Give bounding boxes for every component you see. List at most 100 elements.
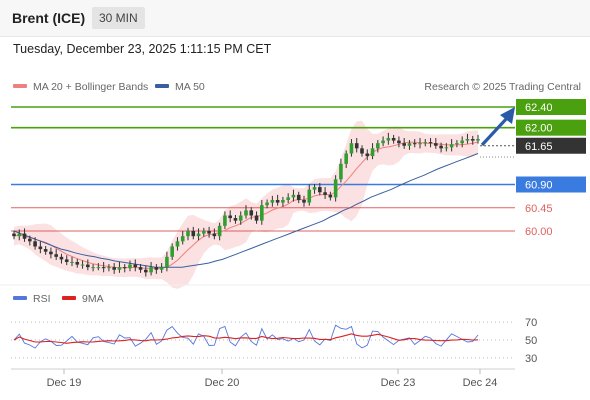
candle-body — [407, 143, 412, 146]
candle-body — [117, 267, 122, 270]
ma50-legend-swatch — [155, 84, 169, 88]
candle-body — [17, 233, 22, 237]
candle-body — [381, 140, 385, 144]
candle-body — [307, 189, 312, 203]
candle-body — [286, 197, 290, 200]
candle-body — [323, 192, 327, 195]
bollinger-band-area — [14, 120, 478, 289]
candle-body — [138, 267, 143, 270]
candle-body — [33, 241, 37, 247]
candle-body — [249, 210, 254, 216]
candle-body — [154, 267, 159, 270]
candle-body — [49, 251, 53, 255]
ma20-legend-label: MA 20 + Bollinger Bands — [33, 81, 148, 93]
arrow-head — [500, 107, 515, 124]
candle-body — [418, 143, 422, 145]
candle-body — [59, 256, 64, 260]
x-tick-label: Dec 20 — [205, 377, 240, 389]
candle-body — [54, 254, 58, 257]
candle-body — [175, 241, 180, 247]
candle-body — [170, 246, 174, 257]
candle-body — [312, 187, 317, 190]
candle-body — [133, 264, 138, 268]
candle-body — [344, 153, 348, 164]
candle-body — [80, 264, 85, 266]
candle-body — [328, 194, 333, 198]
level-label-target: 62.00 — [525, 123, 553, 135]
level-label-bg — [516, 99, 586, 115]
candle-body — [302, 200, 306, 203]
target-arrow — [480, 107, 515, 147]
candle-body — [476, 139, 480, 141]
candle-body — [412, 143, 417, 145]
rsi-ma-legend-label: 9MA — [82, 293, 104, 305]
ma20-legend-swatch — [13, 84, 27, 88]
candle-body — [428, 142, 433, 144]
candle-body — [238, 215, 243, 221]
candle-body — [449, 144, 454, 148]
candle-body — [64, 259, 69, 262]
candle-body — [149, 267, 153, 273]
ma50-legend-label: MA 50 — [175, 81, 205, 93]
candle-body — [75, 262, 80, 265]
rsi-tick-label: 50 — [525, 335, 537, 347]
candle-body — [360, 148, 364, 154]
level-label-last: 61.65 — [525, 141, 553, 153]
candle-body — [43, 249, 48, 252]
timeframe-button[interactable]: 30 MIN — [92, 7, 145, 29]
candle-body — [391, 138, 396, 141]
candle-body — [270, 200, 275, 203]
candle-body — [233, 218, 238, 221]
ma20-line — [13, 141, 479, 269]
rsi-tick-label: 30 — [525, 353, 537, 365]
candle-body — [386, 138, 391, 141]
candle-body — [339, 163, 343, 180]
ma50-line-group — [13, 153, 479, 268]
candle-body — [370, 148, 375, 157]
candle-body — [96, 267, 101, 269]
candle-body — [12, 233, 16, 237]
bollinger-bands — [14, 120, 478, 289]
candle-body — [191, 231, 196, 237]
rsi-tick-label: 70 — [525, 317, 537, 329]
candle-body — [70, 262, 74, 263]
candle-body — [402, 143, 406, 146]
candle-body — [354, 143, 359, 149]
candle-body — [333, 179, 338, 198]
candle-body — [207, 231, 211, 234]
level-lines — [11, 106, 515, 232]
candle-body — [318, 187, 322, 193]
candle-body — [365, 153, 370, 157]
rsi-ma-legend-swatch — [62, 296, 76, 300]
candle-body — [159, 267, 164, 270]
level-label-bg — [516, 119, 586, 136]
credit-text: Research © 2025 Trading Central — [424, 81, 581, 93]
candle-body — [101, 267, 106, 269]
candle-body — [265, 202, 269, 206]
candle-body — [281, 200, 285, 203]
candle-body — [128, 264, 132, 269]
candle-body — [460, 140, 464, 144]
candle-body — [165, 256, 169, 268]
candle-body — [196, 233, 201, 237]
candle-body — [112, 267, 116, 270]
rsi-ma-line — [13, 333, 479, 344]
candle-body — [22, 233, 27, 239]
x-axis: Dec 19 Dec 20 Dec 23 Dec 24 — [47, 369, 497, 389]
x-tick-label: Dec 19 — [47, 377, 82, 389]
candle-body — [186, 231, 190, 237]
level-label-pivot: 60.90 — [525, 180, 553, 192]
rsi-legend-swatch — [13, 296, 27, 300]
rsi-legend-label: RSI — [33, 293, 51, 305]
ma20-line-group — [13, 141, 479, 269]
candles — [12, 132, 480, 277]
candle-body — [423, 142, 428, 144]
candle-body — [244, 210, 248, 216]
candle-body — [444, 147, 449, 149]
candle-body — [28, 238, 32, 242]
candle-body — [275, 200, 280, 203]
candle-body — [439, 145, 443, 149]
candle-body — [223, 215, 227, 226]
candle-body — [397, 140, 401, 144]
